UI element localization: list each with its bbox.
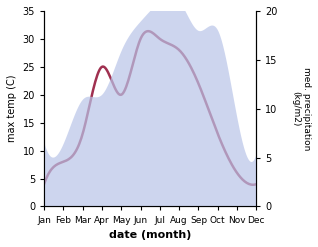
Y-axis label: max temp (C): max temp (C): [7, 75, 17, 143]
Y-axis label: med. precipitation
(kg/m2): med. precipitation (kg/m2): [292, 67, 311, 150]
X-axis label: date (month): date (month): [109, 230, 191, 240]
